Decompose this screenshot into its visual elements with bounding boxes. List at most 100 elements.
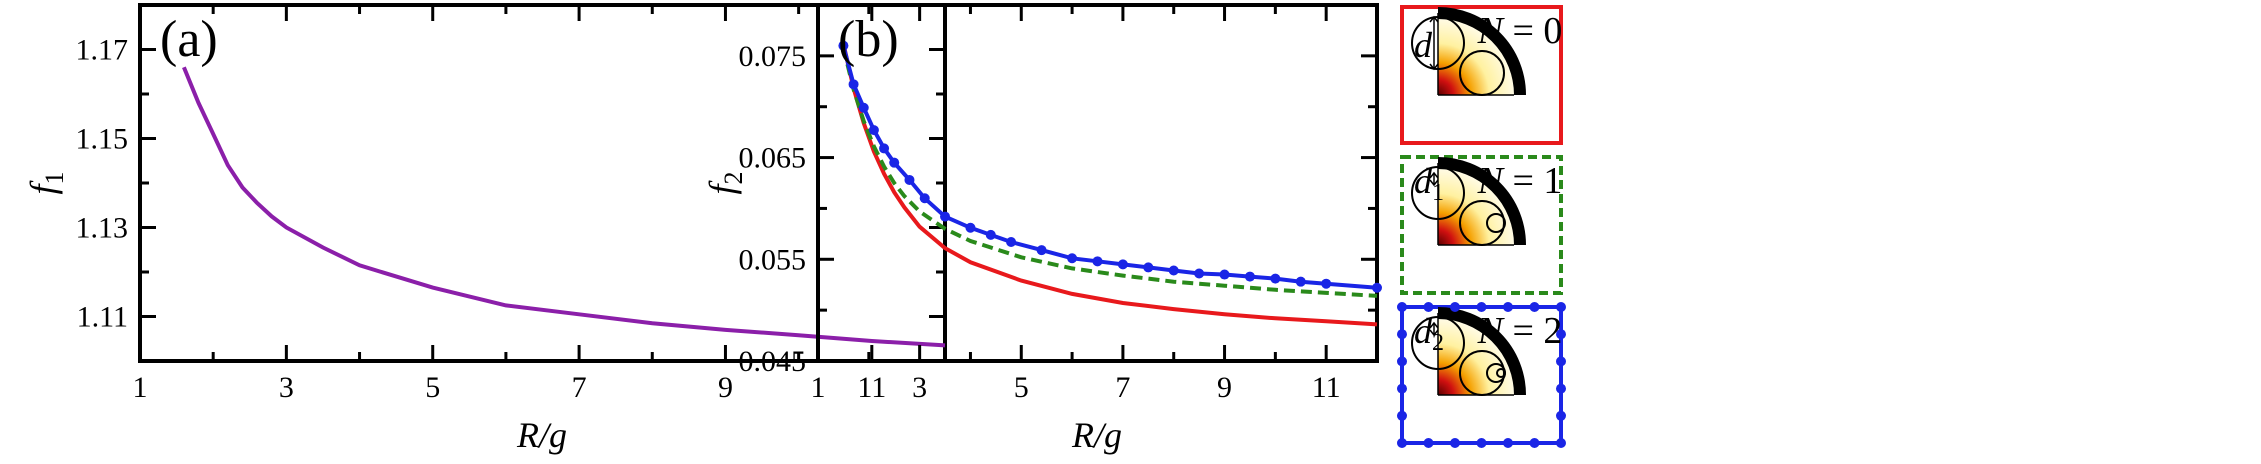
inset-border-marker	[1397, 329, 1407, 340]
panel-b-y-ticks: 0.045 0.055 0.065 0.075	[739, 40, 1377, 378]
inset-d-symbol: d	[1414, 161, 1433, 201]
inset-border-marker	[1476, 302, 1487, 312]
inset-n-symbol: N	[1477, 310, 1506, 352]
inset-n-symbol: N	[1477, 160, 1506, 202]
panel-b-frame	[816, 3, 1379, 363]
panel-b-y-tick-label: 0.075	[739, 40, 807, 73]
svg-text:f1: f1	[23, 171, 69, 194]
panel-b: 1 3 5 7 9 11 0.045 0.055 0.065 0.075 (b) R/g f2	[702, 3, 1382, 455]
panel-b-n2-marker	[1270, 273, 1281, 284]
inset-n-label: N = 1	[1477, 160, 1563, 202]
inset-circle	[1459, 50, 1505, 96]
inset-border-marker	[1397, 438, 1407, 448]
panel-b-n2-marker	[1194, 268, 1205, 279]
inset-border-marker	[1450, 302, 1460, 312]
panel-b-label: (b)	[838, 11, 899, 68]
panel-b-n2-marker	[1117, 259, 1128, 270]
inset-n-value: = 1	[1503, 160, 1562, 202]
inset-d-subscript: 1	[1432, 180, 1444, 206]
panel-a-x-label-rest: /g	[537, 415, 567, 455]
inset-n1: d1 N = 1	[1400, 155, 1563, 295]
inset-circle	[1411, 166, 1465, 220]
panel-b-y-tick-label: 0.055	[739, 243, 807, 276]
inset-n-symbol: N	[1477, 10, 1506, 52]
panel-b-x-tick-label: 5	[1014, 371, 1029, 404]
inset-circle	[1411, 16, 1465, 70]
inset-border	[1400, 155, 1563, 295]
panel-b-x-label-rest: /g	[1092, 415, 1122, 455]
panel-b-n2-marker	[858, 102, 869, 113]
panel-a-label: (a)	[160, 11, 218, 68]
inset-border-marker	[1397, 302, 1407, 312]
inset-circle	[1411, 316, 1465, 370]
inset-d-arrowheads	[1429, 321, 1439, 337]
panel-b-n2-marker	[1006, 236, 1017, 247]
inset-d-subscript: 2	[1432, 330, 1444, 356]
panel-a-y-tick-label: 1.13	[76, 212, 129, 245]
inset-border-marker	[1503, 438, 1513, 448]
panel-b-n2-marker	[1036, 245, 1047, 256]
panel-b-y-tick-label: 0.065	[739, 142, 807, 175]
inset-border-marker	[1556, 383, 1566, 394]
inset-n2: d2 N = 2	[1397, 302, 1566, 448]
panel-b-n2-marker	[965, 222, 976, 233]
inset-d-symbol: d	[1414, 25, 1433, 65]
inset-n-label: N = 0	[1477, 10, 1563, 52]
panel-a-y-ticks: 1.11 1.13 1.15 1.17	[76, 3, 945, 334]
inset-d-label: d1	[1414, 161, 1444, 206]
panel-b-n2-marker	[1295, 276, 1306, 287]
panel-a-y-label-sub: 1	[40, 171, 69, 184]
panel-b-n2-marker	[940, 211, 951, 222]
inset-d-label: d2	[1414, 311, 1444, 356]
panel-b-n2-marker	[838, 40, 849, 51]
panel-b-x-axis-label: R/g	[1071, 415, 1122, 455]
panel-b-n2-marker	[919, 193, 930, 204]
panel-b-x-label-italic: R	[1071, 415, 1094, 455]
panel-a-frame	[138, 3, 947, 363]
panel-b-n2-marker	[889, 157, 900, 168]
panel-b-n2-marker	[1067, 253, 1078, 264]
panel-b-x-tick-label: 9	[1217, 371, 1232, 404]
panel-b-n2-marker	[1143, 262, 1154, 273]
panel-b-n2-marker	[904, 174, 915, 185]
panel-b-x-tick-label: 7	[1115, 371, 1130, 404]
inset-border-marker	[1529, 438, 1540, 448]
inset-d-label: d	[1414, 25, 1433, 65]
panel-b-n2-marker	[848, 79, 859, 90]
inset-border	[1400, 5, 1563, 145]
panel-a-x-label-italic: R	[516, 415, 539, 455]
panel-a-x-tick-label: 7	[572, 371, 587, 404]
panel-b-n2-marker	[1244, 271, 1255, 282]
panel-a-x-tick-label: 11	[857, 371, 886, 404]
panel-b-series-n2-line	[841, 45, 1378, 290]
inset-border-marker	[1423, 438, 1434, 448]
panel-b-x-tick-label: 3	[912, 371, 927, 404]
inset-border-marker	[1397, 410, 1407, 421]
inset-n-label: N = 2	[1477, 310, 1563, 352]
panel-b-n2-marker	[985, 229, 996, 240]
inset-n-value: = 2	[1503, 310, 1562, 352]
inset-border-marker	[1556, 356, 1566, 367]
panel-b-n2-marker	[1372, 282, 1382, 293]
svg-text:f2: f2	[702, 171, 748, 194]
panel-a-x-tick-label: 1	[133, 371, 148, 404]
panel-b-x-tick-label: 11	[1312, 371, 1341, 404]
inset-border-marker	[1503, 302, 1513, 312]
panel-a-y-tick-label: 1.11	[77, 301, 128, 334]
panel-b-x-ticks: 1 3 5 7 9 11	[811, 5, 1379, 404]
inset-n-value: = 0	[1503, 10, 1562, 52]
inset-d-symbol: d	[1414, 311, 1433, 351]
inset-outer-arc	[1437, 7, 1526, 96]
panel-b-series-n1-line	[841, 47, 1378, 298]
panel-a-series-line	[182, 66, 946, 348]
panel-b-n2-marker	[868, 125, 879, 136]
panel-a-y-axis-label: f1	[23, 171, 69, 194]
panel-b-n2-marker	[1321, 278, 1332, 289]
panel-b-y-tick-label: 0.045	[739, 345, 807, 378]
panel-b-n2-marker	[1092, 256, 1103, 267]
panel-a-y-tick-label: 1.17	[76, 34, 129, 67]
inset-border-marker	[1397, 356, 1407, 367]
panel-b-n2-marker	[1219, 269, 1230, 280]
inset-outer-arc	[1437, 157, 1526, 246]
